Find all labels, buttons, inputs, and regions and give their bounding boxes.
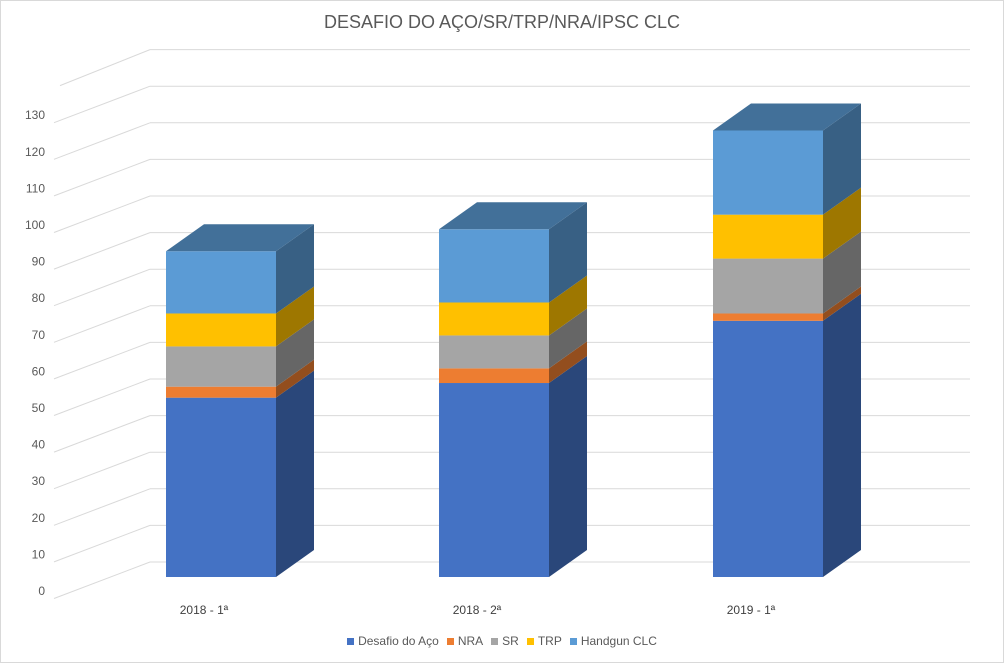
bar-side <box>549 202 587 303</box>
gridline-side <box>53 524 151 563</box>
bar-top <box>439 202 587 230</box>
bar-segment <box>166 346 276 387</box>
legend-item: Desafio do Aço <box>347 634 439 648</box>
legend-swatch <box>569 638 577 645</box>
y-tick-label: 20 <box>32 511 46 525</box>
bar-top <box>713 103 861 131</box>
bar-side <box>823 187 861 259</box>
x-tick-label: 2018 - 1ª <box>180 603 229 617</box>
bar-side <box>549 308 587 369</box>
bar-side <box>276 359 314 398</box>
y-tick-label: 50 <box>32 401 46 415</box>
bar-side <box>549 275 587 336</box>
y-tick-label: 30 <box>32 474 46 488</box>
legend-label: TRP <box>537 634 562 648</box>
bar-segment <box>166 397 276 577</box>
bar-segment <box>439 229 549 303</box>
y-tick-label: 40 <box>32 438 46 452</box>
gridline-side <box>53 85 151 124</box>
gridline-side <box>53 341 151 380</box>
y-tick-label: 110 <box>26 181 45 195</box>
gridline-side <box>53 268 151 307</box>
bar-segment <box>166 386 276 398</box>
y-tick-label: 10 <box>32 547 46 561</box>
gridline-side <box>53 451 151 490</box>
bar-side <box>276 319 314 387</box>
bar-side <box>549 356 587 577</box>
bar-side <box>823 286 861 321</box>
bar-segment <box>713 130 823 215</box>
y-tick-label: 130 <box>25 108 45 122</box>
bar-segment <box>439 335 549 369</box>
bar-segment <box>166 313 276 347</box>
bar-segment <box>166 251 276 314</box>
gridline-side <box>53 158 151 197</box>
bar-segment <box>713 313 823 321</box>
bar-side <box>823 293 861 577</box>
legend-item: TRP <box>526 634 562 648</box>
bar-segment <box>439 383 549 577</box>
bar-side <box>549 341 587 384</box>
gridline-side <box>53 488 151 526</box>
bar-segment <box>713 214 823 259</box>
x-tick-label: 2019 - 1ª <box>727 603 776 617</box>
legend-swatch <box>491 638 499 645</box>
bar-segment <box>439 368 549 384</box>
gridline-side <box>53 415 151 453</box>
y-tick-label: 70 <box>32 328 46 342</box>
gridline-side <box>59 49 151 87</box>
legend-swatch <box>526 638 534 645</box>
legend-item: NRA <box>446 634 484 648</box>
x-tick-label: 2018 - 2ª <box>453 603 502 617</box>
y-tick-label: 80 <box>32 291 46 305</box>
bar-side <box>276 370 314 577</box>
gridline-side <box>53 561 151 599</box>
legend-label: NRA <box>457 634 484 648</box>
gridline-side <box>53 232 151 270</box>
legend-item: Handgun CLC <box>569 634 657 648</box>
gridline-side <box>53 122 151 160</box>
legend-swatch <box>446 638 454 645</box>
legend-item: SR <box>491 634 519 648</box>
bar-side <box>823 231 861 314</box>
bar-segment <box>713 320 823 577</box>
legend-label: SR <box>502 634 519 648</box>
bar-top <box>166 224 314 252</box>
bar-side <box>276 224 314 314</box>
gridline-side <box>53 195 151 233</box>
chart-title: DESAFIO DO AÇO/SR/TRP/NRA/IPSC CLC <box>323 12 681 32</box>
gridline-side <box>53 305 151 343</box>
legend-swatch <box>347 638 355 645</box>
y-tick-label: 60 <box>32 364 46 378</box>
y-tick-label: 120 <box>25 145 45 159</box>
y-tick-label: 0 <box>38 584 45 598</box>
bar-side <box>823 103 861 215</box>
y-tick-label: 90 <box>32 255 46 269</box>
legend: Desafio do Aço NRA SR TRP Handgun CLC <box>0 634 1004 648</box>
y-tick-label: 100 <box>25 218 45 232</box>
bar-side <box>276 286 314 347</box>
bar-segment <box>439 302 549 336</box>
legend-label: Handgun CLC <box>580 634 657 648</box>
bar-segment <box>713 258 823 314</box>
legend-label: Desafio do Aço <box>358 634 439 648</box>
gridline-side <box>53 378 151 416</box>
